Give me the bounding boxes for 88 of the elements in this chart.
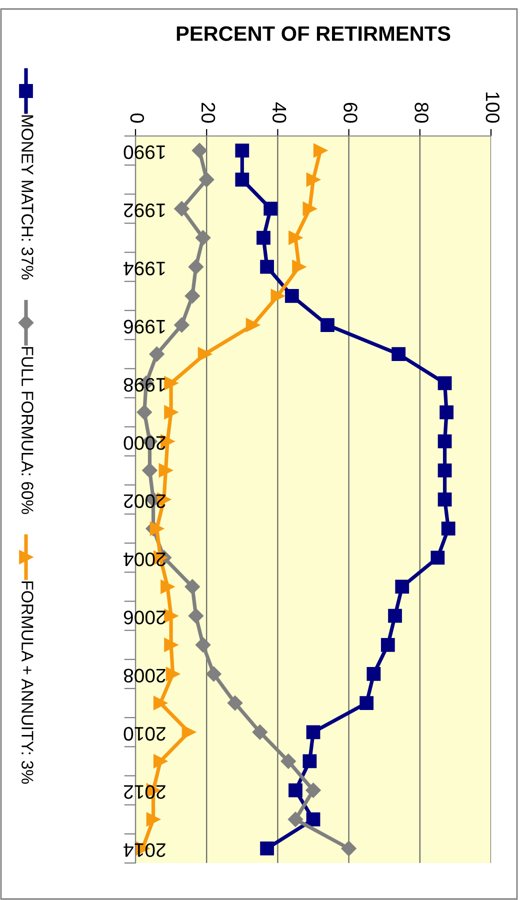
point [320,318,334,332]
point [302,754,317,768]
point [166,667,180,681]
point [246,318,260,332]
point [188,608,204,624]
point [252,724,268,740]
point [302,202,317,216]
point [136,404,152,420]
y-tick-label: 1990 [124,145,165,160]
point [380,638,395,652]
point [306,725,320,740]
point [184,288,200,304]
point [235,144,250,158]
point [150,522,164,536]
point [164,376,178,390]
point [284,288,299,303]
y-tick-label: 2008 [124,668,166,683]
point [174,317,190,333]
point [182,725,196,740]
point [430,550,445,565]
point [438,492,452,506]
point [206,666,222,682]
x-tick-label: 100 [486,92,500,123]
x-tick-label: 20 [201,102,216,123]
y-tick-label: 2010 [124,726,166,741]
point [195,637,211,652]
point [153,754,168,768]
point [341,840,356,856]
point [270,288,285,303]
point [198,347,212,362]
point [192,142,208,158]
point [174,201,190,216]
point [142,462,158,478]
point [184,579,200,594]
y-tick-label: 2004 [124,552,166,566]
point [306,782,321,798]
point [260,842,274,856]
y-tick-label: 2002 [124,494,166,508]
point [164,638,178,652]
point [199,172,214,188]
point [195,230,211,246]
point [149,346,164,362]
y-tick-label: 2006 [124,610,166,624]
point [388,608,402,623]
x-tick-label: 0 [130,113,144,123]
y-tick-label: 1992 [124,203,165,218]
point [188,259,204,274]
point [160,580,174,594]
y-tick-label: 2012 [124,785,166,799]
point [158,463,173,478]
y-tick-label: 2014 [124,843,166,858]
point [227,695,243,711]
point [264,202,278,216]
point [288,230,302,245]
point [438,463,452,478]
x-axis-title: PERCENT OF RETIRMENTS [176,26,450,42]
point [146,812,160,826]
x-tick-label: 40 [272,102,286,123]
point [280,754,296,769]
point [438,434,452,448]
point [256,230,270,245]
point [441,522,456,536]
point [153,696,168,710]
point [288,812,304,827]
y-tick-label: 1996 [124,320,165,334]
legend-label: FULL FORMULA: 60% [22,347,34,514]
point [288,783,302,798]
point [235,172,250,187]
point [313,144,328,158]
point [440,405,454,420]
y-tick-label: 1994 [124,262,165,276]
point [392,347,406,362]
point [395,580,410,594]
x-tick-label: 60 [344,102,358,123]
y-tick-label: 1998 [124,378,165,392]
point [292,260,306,274]
point [438,376,452,390]
legend-label: FORMULA + ANNUITY: 3% [22,581,34,784]
point [360,696,374,710]
point [260,260,274,274]
point [306,172,320,187]
point [366,667,381,681]
point [164,608,178,623]
y-tick-label: 2000 [124,436,166,450]
point [306,812,320,826]
x-tick-label: 80 [414,102,428,123]
legend-label: MONEY MATCH: 37% [22,115,34,280]
point [164,405,178,420]
